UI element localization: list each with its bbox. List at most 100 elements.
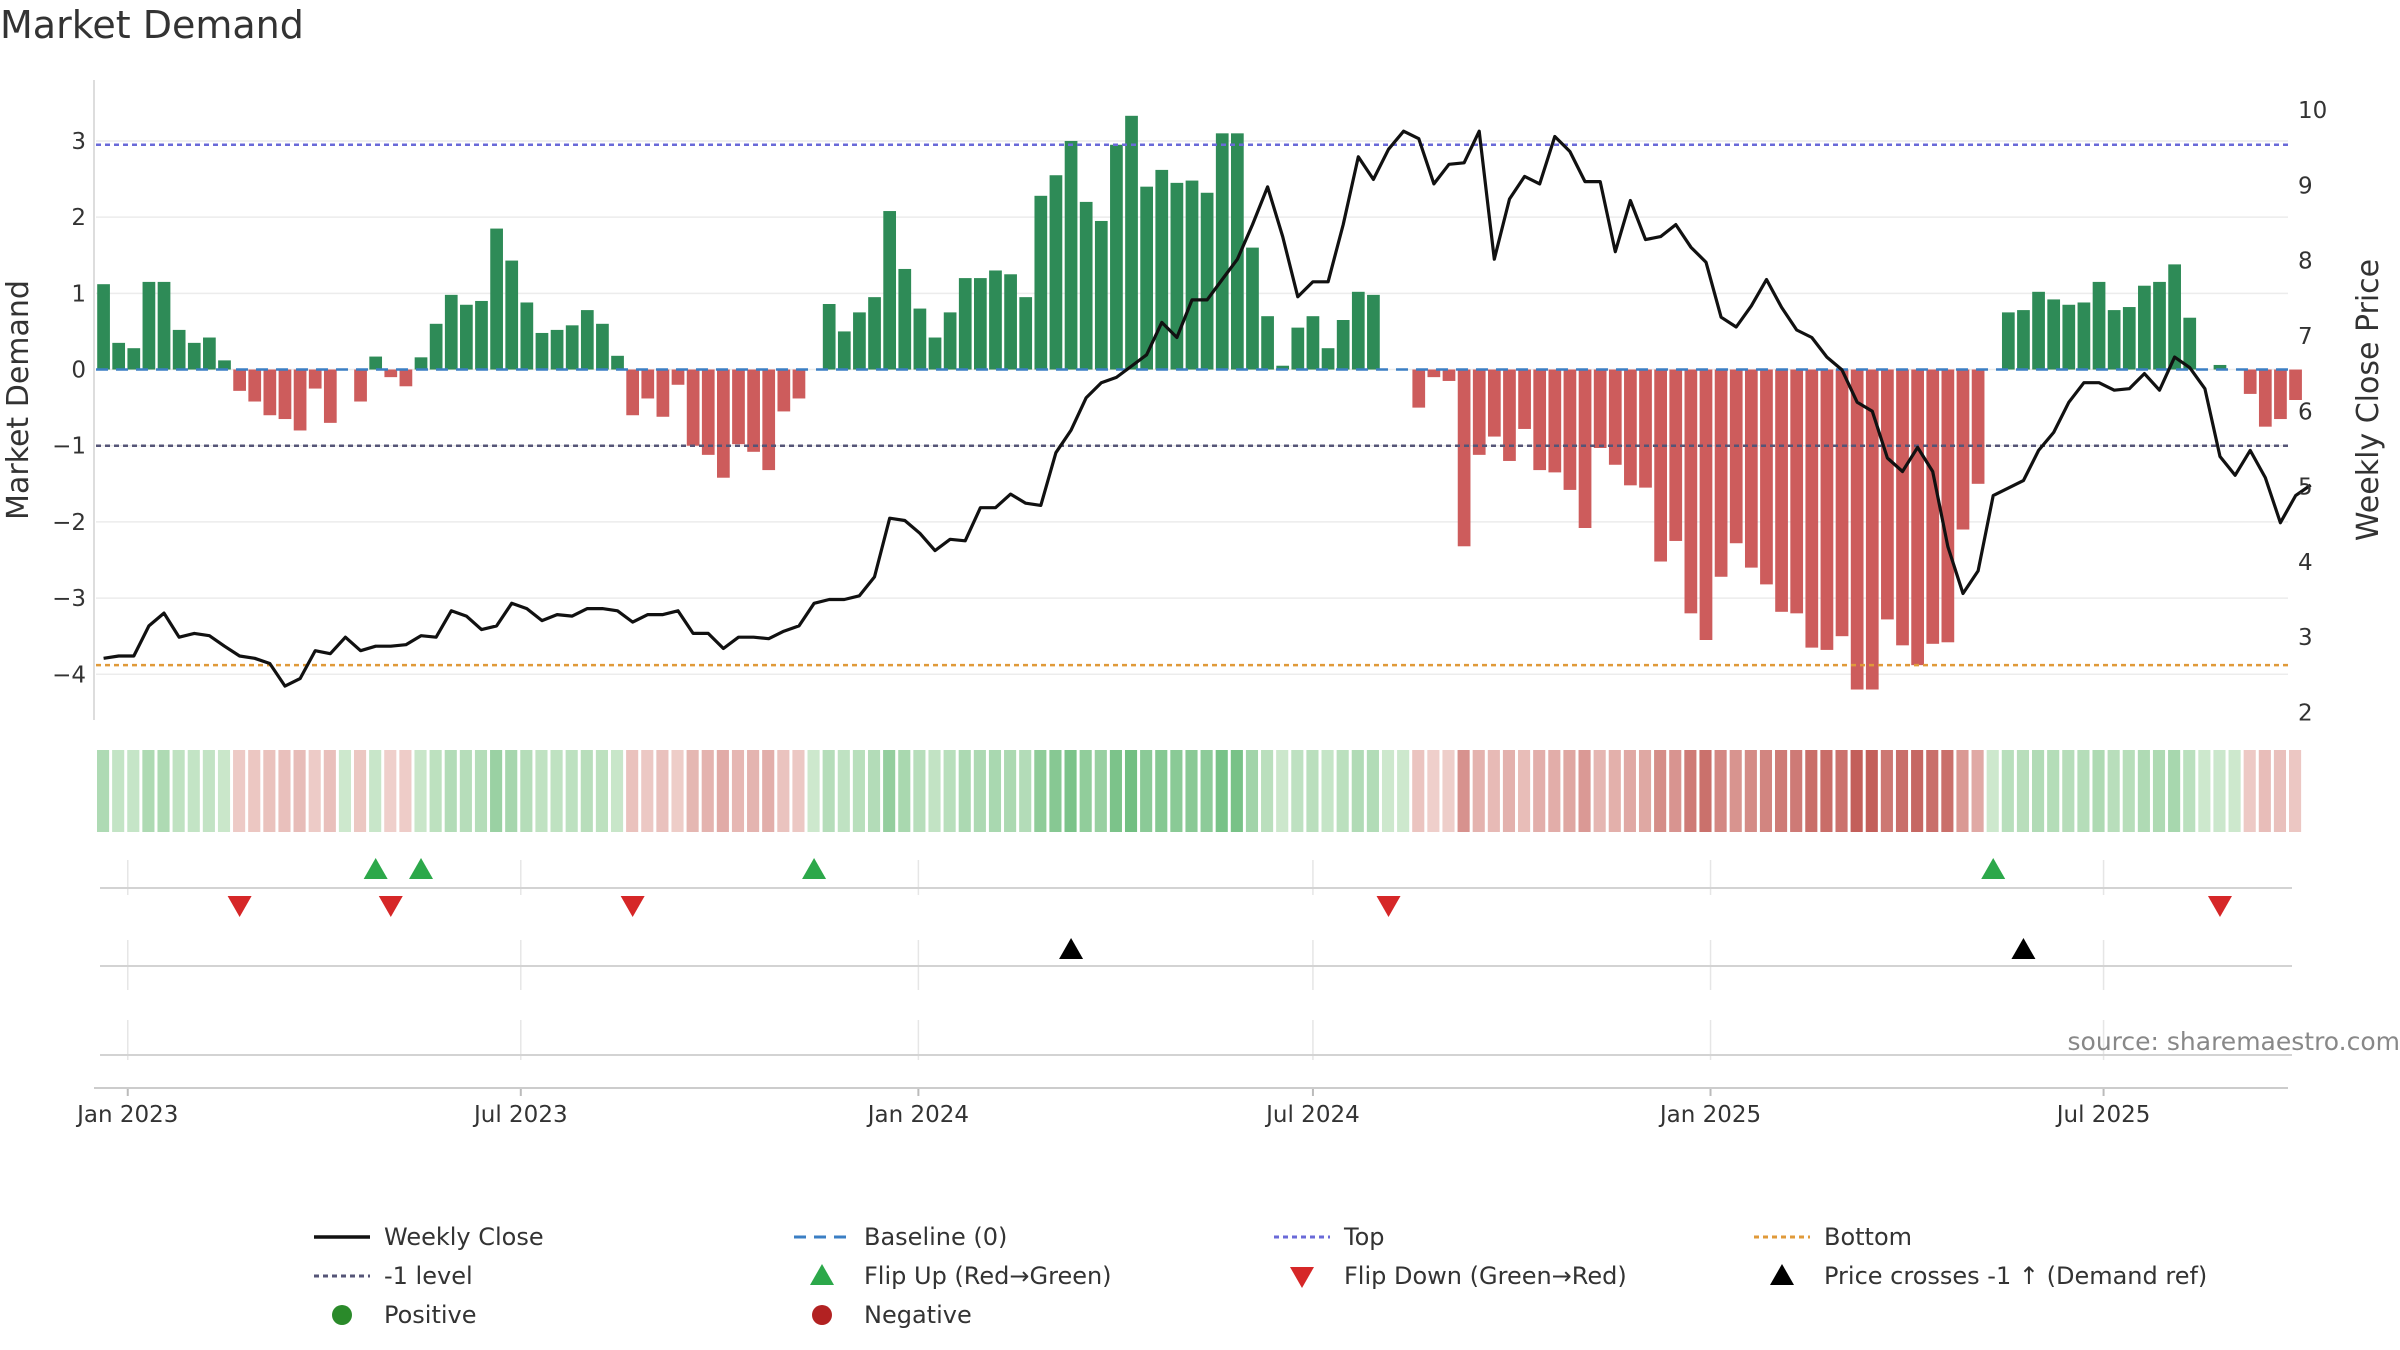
negative-bar xyxy=(1443,370,1456,381)
y-tick-label: 1 xyxy=(71,281,86,307)
heat-cell xyxy=(1367,750,1379,832)
y2-tick-label: 7 xyxy=(2298,324,2313,350)
negative-bar xyxy=(2244,370,2257,394)
heat-cell xyxy=(1155,750,1167,832)
heat-cell xyxy=(1911,750,1923,832)
heat-cell xyxy=(868,750,880,832)
positive-bar xyxy=(97,284,110,369)
positive-bar xyxy=(1155,170,1168,370)
heat-cell xyxy=(823,750,835,832)
heat-cell xyxy=(1442,750,1454,832)
positive-bar xyxy=(1186,181,1199,370)
x-tick-label: Jul 2023 xyxy=(472,1102,568,1128)
negative-bar xyxy=(1458,370,1471,547)
heat-cell xyxy=(1578,750,1590,832)
heat-cell xyxy=(671,750,683,832)
heat-cell xyxy=(1926,750,1938,832)
x-tick-label: Jul 2024 xyxy=(1264,1102,1360,1128)
positive-bar xyxy=(2032,292,2045,370)
positive-bar xyxy=(460,305,473,370)
legend-label: Bottom xyxy=(1824,1223,1912,1251)
heat-cell xyxy=(1851,750,1863,832)
negative-bar xyxy=(1760,370,1773,585)
heat-cell xyxy=(1654,750,1666,832)
negative-bar xyxy=(1624,370,1637,486)
heat-cell xyxy=(1352,750,1364,832)
positive-bar xyxy=(536,333,549,370)
heat-cell xyxy=(1805,750,1817,832)
y2-tick-label: 2 xyxy=(2298,700,2313,726)
heat-cell xyxy=(2032,750,2044,832)
negative-bar xyxy=(324,370,337,423)
heat-cell xyxy=(1458,750,1470,832)
heat-cell xyxy=(611,750,623,832)
negative-bar xyxy=(717,370,730,478)
x-tick-label: Jan 2024 xyxy=(866,1102,969,1128)
positive-bar xyxy=(2093,282,2106,370)
heat-cell xyxy=(2198,750,2210,832)
positive-bar xyxy=(203,338,216,370)
negative-bar xyxy=(1412,370,1425,408)
heat-cell xyxy=(747,750,759,832)
heat-cell xyxy=(97,750,109,832)
positive-bar xyxy=(1307,316,1320,369)
heat-cell xyxy=(1956,750,1968,832)
heat-cell xyxy=(188,750,200,832)
heat-cell xyxy=(944,750,956,832)
heat-cell xyxy=(248,750,260,832)
positive-bar xyxy=(551,330,564,370)
heat-cell xyxy=(475,750,487,832)
chart-title: Market Demand xyxy=(0,3,304,47)
heat-cell xyxy=(1639,750,1651,832)
negative-bar xyxy=(1548,370,1561,473)
heat-cell xyxy=(384,750,396,832)
market-demand-chart: Market Demand 3210−1−2−3−41098765432Jan … xyxy=(0,0,2400,1350)
heat-cell xyxy=(2259,750,2271,832)
positive-bar xyxy=(1125,116,1138,370)
heat-cell xyxy=(883,750,895,832)
negative-bar xyxy=(2274,370,2287,420)
negative-bar xyxy=(2289,370,2302,400)
positive-bar xyxy=(112,343,125,370)
price-cross-marker xyxy=(1059,938,1083,959)
heat-cell xyxy=(717,750,729,832)
source-label: source: sharemaestro.com xyxy=(2068,1027,2400,1056)
heat-cell xyxy=(1261,750,1273,832)
negative-bar xyxy=(1685,370,1698,614)
heat-cell xyxy=(853,750,865,832)
negative-bar xyxy=(793,370,806,399)
negative-bar xyxy=(747,370,760,452)
legend-swatch xyxy=(812,1305,832,1325)
negative-bar xyxy=(1715,370,1728,577)
heat-cell xyxy=(173,750,185,832)
legend-label: Flip Down (Green→Red) xyxy=(1344,1262,1627,1290)
positive-bar xyxy=(143,282,156,370)
positive-bar xyxy=(1201,193,1214,370)
y-tick-label: 3 xyxy=(71,129,86,155)
negative-bar xyxy=(1654,370,1667,562)
y-axis-label: Market Demand xyxy=(1,280,36,520)
heat-cell xyxy=(1624,750,1636,832)
negative-bar xyxy=(626,370,639,416)
heat-cell xyxy=(1382,750,1394,832)
legend-label: -1 level xyxy=(384,1262,473,1290)
heat-cell xyxy=(2017,750,2029,832)
positive-bar xyxy=(581,310,594,369)
flip-down-marker xyxy=(2208,896,2232,917)
heat-cell xyxy=(913,750,925,832)
negative-bar xyxy=(1669,370,1682,541)
y2-tick-label: 3 xyxy=(2298,625,2313,651)
positive-bar xyxy=(1367,295,1380,370)
negative-bar xyxy=(1896,370,1909,646)
negative-bar xyxy=(1926,370,1939,644)
negative-bar xyxy=(1942,370,1955,643)
flip-down-marker xyxy=(228,896,252,917)
positive-bar xyxy=(2017,310,2030,369)
positive-bar xyxy=(188,343,201,370)
heat-cell xyxy=(1397,750,1409,832)
negative-bar xyxy=(1594,370,1607,448)
heat-cell xyxy=(1699,750,1711,832)
negative-bar xyxy=(1957,370,1970,530)
x-tick-label: Jan 2025 xyxy=(1658,1102,1761,1128)
negative-bar xyxy=(1518,370,1531,429)
